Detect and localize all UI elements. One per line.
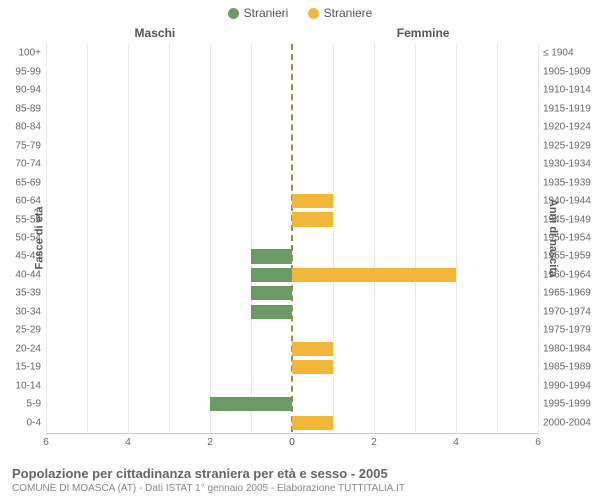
birth-year-label: 2000-2004 bbox=[538, 417, 591, 428]
age-label: 95-99 bbox=[15, 66, 46, 77]
legend-female-swatch bbox=[308, 8, 319, 19]
bar-female bbox=[292, 360, 333, 374]
pyramid-row: 15-191985-1989 bbox=[46, 358, 538, 376]
bar-male bbox=[210, 397, 292, 411]
pyramid-row: 95-991905-1909 bbox=[46, 62, 538, 80]
age-label: 65-69 bbox=[15, 177, 46, 188]
pyramid-row: 10-141990-1994 bbox=[46, 377, 538, 395]
pyramid-row: 75-791925-1929 bbox=[46, 136, 538, 154]
birth-year-label: 1950-1954 bbox=[538, 232, 591, 243]
birth-year-label: 1930-1934 bbox=[538, 159, 591, 170]
birth-year-label: 1995-1999 bbox=[538, 399, 591, 410]
x-tick: 4 bbox=[453, 437, 459, 448]
bar-female bbox=[292, 194, 333, 208]
chart-area: Maschi Femmine Fasce di età Anni di nasc… bbox=[46, 26, 538, 450]
age-label: 0-4 bbox=[27, 417, 46, 428]
bar-male bbox=[251, 249, 292, 263]
birth-year-label: 1975-1979 bbox=[538, 325, 591, 336]
age-label: 10-14 bbox=[15, 380, 46, 391]
birth-year-label: 1970-1974 bbox=[538, 306, 591, 317]
pyramid-row: 90-941910-1914 bbox=[46, 81, 538, 99]
birth-year-label: 1965-1969 bbox=[538, 288, 591, 299]
age-label: 85-89 bbox=[15, 103, 46, 114]
age-label: 20-24 bbox=[15, 343, 46, 354]
age-label: 5-9 bbox=[27, 399, 46, 410]
age-label: 90-94 bbox=[15, 85, 46, 96]
bar-female bbox=[292, 268, 456, 282]
birth-year-label: 1960-1964 bbox=[538, 269, 591, 280]
birth-year-label: 1935-1939 bbox=[538, 177, 591, 188]
birth-year-label: 1915-1919 bbox=[538, 103, 591, 114]
pyramid-row: 85-891915-1919 bbox=[46, 99, 538, 117]
pyramid-row: 25-291975-1979 bbox=[46, 321, 538, 339]
age-label: 50-54 bbox=[15, 232, 46, 243]
legend-female: Straniere bbox=[308, 6, 373, 20]
legend-female-label: Straniere bbox=[324, 6, 373, 20]
bar-female bbox=[292, 342, 333, 356]
age-label: 40-44 bbox=[15, 269, 46, 280]
x-tick: 2 bbox=[371, 437, 377, 448]
bar-female bbox=[292, 416, 333, 430]
birth-year-label: 1905-1909 bbox=[538, 66, 591, 77]
bar-male bbox=[251, 268, 292, 282]
legend-male: Stranieri bbox=[228, 6, 289, 20]
pyramid-row: 60-641940-1944 bbox=[46, 192, 538, 210]
birth-year-label: 1955-1959 bbox=[538, 251, 591, 262]
chart-legend: Stranieri Straniere bbox=[0, 0, 600, 22]
pyramid-row: 50-541950-1954 bbox=[46, 229, 538, 247]
age-label: 55-59 bbox=[15, 214, 46, 225]
age-label: 100+ bbox=[18, 48, 46, 59]
legend-male-swatch bbox=[228, 8, 239, 19]
age-label: 75-79 bbox=[15, 140, 46, 151]
legend-male-label: Stranieri bbox=[244, 6, 289, 20]
pyramid-row: 40-441960-1964 bbox=[46, 266, 538, 284]
age-label: 45-49 bbox=[15, 251, 46, 262]
pyramid-row: 35-391965-1969 bbox=[46, 284, 538, 302]
x-tick: 4 bbox=[125, 437, 131, 448]
birth-year-label: 1940-1944 bbox=[538, 196, 591, 207]
plot-region: 100+≤ 190495-991905-190990-941910-191485… bbox=[46, 44, 538, 432]
age-label: 70-74 bbox=[15, 159, 46, 170]
age-label: 35-39 bbox=[15, 288, 46, 299]
birth-year-label: 1990-1994 bbox=[538, 380, 591, 391]
birth-year-label: 1925-1929 bbox=[538, 140, 591, 151]
birth-year-label: 1985-1989 bbox=[538, 362, 591, 373]
bar-male bbox=[251, 305, 292, 319]
pyramid-row: 5-91995-1999 bbox=[46, 395, 538, 413]
age-label: 25-29 bbox=[15, 325, 46, 336]
birth-year-label: 1910-1914 bbox=[538, 85, 591, 96]
pyramid-row: 80-841920-1924 bbox=[46, 118, 538, 136]
x-tick: 2 bbox=[207, 437, 213, 448]
bar-male bbox=[251, 286, 292, 300]
x-tick: 6 bbox=[43, 437, 49, 448]
x-tick: 6 bbox=[535, 437, 541, 448]
pyramid-row: 20-241980-1984 bbox=[46, 340, 538, 358]
pyramid-row: 70-741930-1934 bbox=[46, 155, 538, 173]
pyramid-row: 30-341970-1974 bbox=[46, 303, 538, 321]
age-label: 60-64 bbox=[15, 196, 46, 207]
pyramid-row: 45-491955-1959 bbox=[46, 247, 538, 265]
pyramid-row: 65-691935-1939 bbox=[46, 173, 538, 191]
x-axis-line bbox=[46, 433, 538, 434]
pyramid-row: 0-42000-2004 bbox=[46, 414, 538, 432]
chart-footer: Popolazione per cittadinanza straniera p… bbox=[12, 466, 588, 494]
pyramid-row: 100+≤ 1904 bbox=[46, 44, 538, 62]
birth-year-label: 1920-1924 bbox=[538, 122, 591, 133]
age-label: 15-19 bbox=[15, 362, 46, 373]
age-label: 30-34 bbox=[15, 306, 46, 317]
birth-year-label: 1980-1984 bbox=[538, 343, 591, 354]
chart-subtitle: COMUNE DI MOASCA (AT) - Dati ISTAT 1° ge… bbox=[12, 483, 588, 494]
birth-year-label: 1945-1949 bbox=[538, 214, 591, 225]
panel-title-female: Femmine bbox=[397, 26, 450, 40]
pyramid-row: 55-591945-1949 bbox=[46, 210, 538, 228]
bar-female bbox=[292, 212, 333, 226]
chart-title: Popolazione per cittadinanza straniera p… bbox=[12, 466, 588, 481]
x-tick: 0 bbox=[289, 437, 295, 448]
age-label: 80-84 bbox=[15, 122, 46, 133]
panel-title-male: Maschi bbox=[135, 26, 176, 40]
birth-year-label: ≤ 1904 bbox=[538, 48, 574, 59]
